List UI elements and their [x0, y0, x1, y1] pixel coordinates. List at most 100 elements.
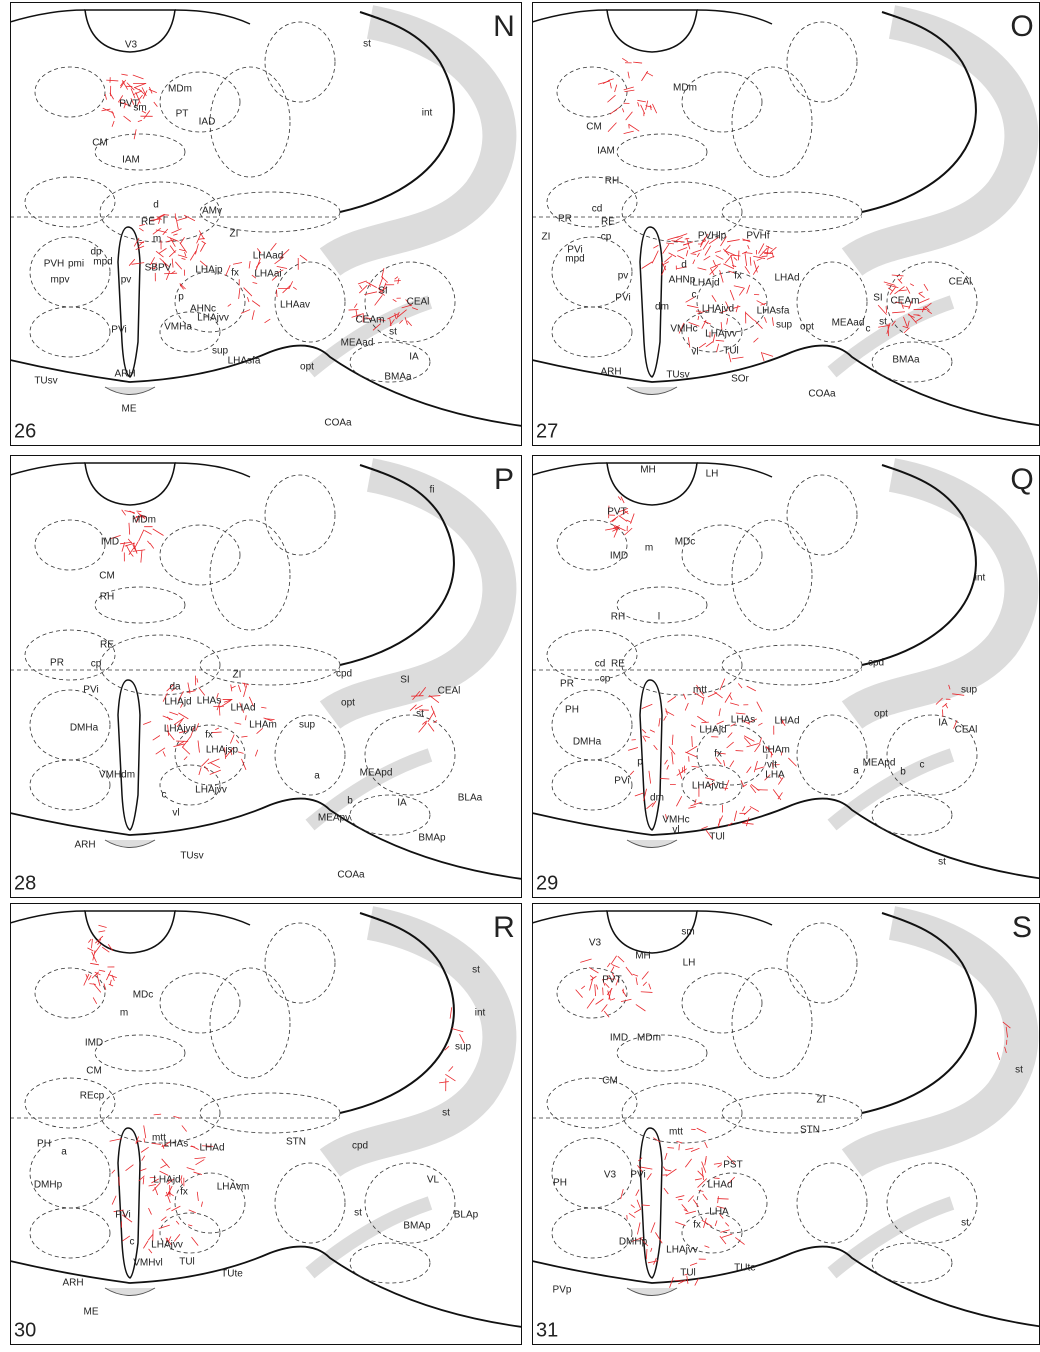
labeled-fiber [177, 218, 187, 221]
labeled-fiber [636, 977, 637, 985]
labeled-fiber [757, 702, 762, 712]
labeled-fiber [725, 780, 729, 791]
labeled-fiber [187, 1167, 195, 1169]
nucleus-outline [732, 67, 812, 177]
nucleus-outline [787, 923, 857, 1003]
labeled-fiber [760, 738, 762, 744]
labeled-fiber [253, 282, 258, 283]
region-label: ZI [230, 229, 239, 240]
labeled-fiber [607, 95, 615, 102]
labeled-fiber [712, 295, 716, 302]
region-label: LHAad [253, 251, 284, 262]
labeled-fiber [622, 990, 626, 997]
labeled-fiber [714, 692, 723, 698]
region-label: IA [397, 798, 407, 809]
labeled-fiber [666, 1170, 672, 1171]
region-label: TUl [709, 832, 725, 843]
region-label: sup [776, 320, 793, 331]
labeled-fiber [692, 736, 693, 747]
labeled-fiber [156, 251, 163, 257]
labeled-fiber [924, 284, 928, 291]
region-label: CEAm [891, 296, 920, 307]
labeled-fiber [199, 230, 204, 239]
region-label: PT [176, 109, 189, 120]
labeled-fiber [185, 252, 186, 256]
brain-outline [532, 1247, 1040, 1328]
labeled-fiber [233, 262, 242, 264]
labeled-fiber [728, 732, 733, 737]
fiber-tract [852, 22, 1021, 262]
labeled-fiber [711, 264, 720, 268]
labeled-fiber [672, 735, 673, 745]
region-label: IA [409, 352, 419, 363]
nucleus-outline [622, 635, 742, 695]
nucleus-outline [210, 520, 290, 630]
labeled-fiber [172, 259, 173, 268]
region-label: opt [341, 698, 355, 709]
labeled-fiber [698, 1178, 707, 1187]
labeled-fiber [626, 112, 633, 120]
labeled-fiber [596, 985, 597, 990]
labeled-fiber [99, 970, 105, 971]
labeled-fiber [685, 1211, 696, 1214]
nucleus-outline [160, 973, 240, 1033]
region-label: fx [714, 749, 722, 760]
region-label: IMD [610, 551, 628, 562]
region-label: LHAsfa [757, 306, 790, 317]
labeled-fiber [643, 982, 647, 986]
labeled-fiber [140, 1169, 146, 1171]
region-label: fx [205, 730, 213, 741]
labeled-fiber [637, 1222, 640, 1234]
labeled-fiber [604, 1011, 609, 1017]
labeled-fiber [702, 697, 704, 705]
region-label: st [961, 1218, 969, 1229]
labeled-fiber [686, 746, 697, 752]
labeled-fiber [241, 736, 247, 737]
labeled-fiber [199, 688, 205, 696]
region-label: LHA [709, 1207, 729, 1218]
labeled-fiber [692, 766, 699, 767]
labeled-fiber [703, 1194, 707, 1200]
region-label: IMD [101, 537, 119, 548]
labeled-fiber [194, 1172, 202, 1175]
labeled-fiber [676, 796, 681, 806]
labeled-fiber [757, 301, 765, 305]
region-label: DMHa [70, 723, 99, 734]
labeled-fiber [697, 268, 706, 270]
region-label: RE [141, 217, 155, 228]
region-label: LHAjd [699, 725, 726, 736]
section-drawing [10, 911, 530, 1328]
region-label: fx [180, 1187, 188, 1198]
labeled-fiber [375, 295, 383, 305]
labeled-fiber [110, 980, 111, 985]
labeled-fiber [747, 285, 750, 294]
labeled-fiber [608, 123, 616, 132]
labeled-fiber [698, 316, 699, 320]
nucleus-outline [617, 1035, 707, 1071]
labeled-fiber [919, 293, 925, 297]
labeled-fiber [892, 312, 905, 313]
labeled-fiber [143, 722, 151, 725]
region-label: LHAm [249, 720, 277, 731]
labeled-fiber [133, 75, 144, 79]
region-label: cpd [336, 669, 352, 680]
region-label: PVHf [746, 231, 770, 242]
labeled-fiber [754, 761, 757, 772]
labeled-fiber [754, 744, 760, 752]
nucleus-outline [547, 1078, 637, 1128]
ventricle-slit [118, 680, 140, 830]
labeled-fiber [663, 262, 669, 265]
labeled-fiber [677, 769, 687, 776]
region-label: p [178, 292, 184, 303]
labeled-fiber [196, 1160, 205, 1165]
region-label: SOr [731, 374, 749, 385]
labeled-fiber [878, 305, 887, 314]
region-label: V3 [589, 938, 602, 949]
region-label: sm [681, 927, 694, 938]
labeled-fiber [772, 317, 773, 325]
labeled-fiber [190, 1146, 194, 1147]
labeled-fiber [181, 1179, 183, 1185]
labeled-fiber [407, 321, 411, 326]
labeled-fiber [727, 240, 740, 242]
labeled-fiber [683, 694, 685, 700]
